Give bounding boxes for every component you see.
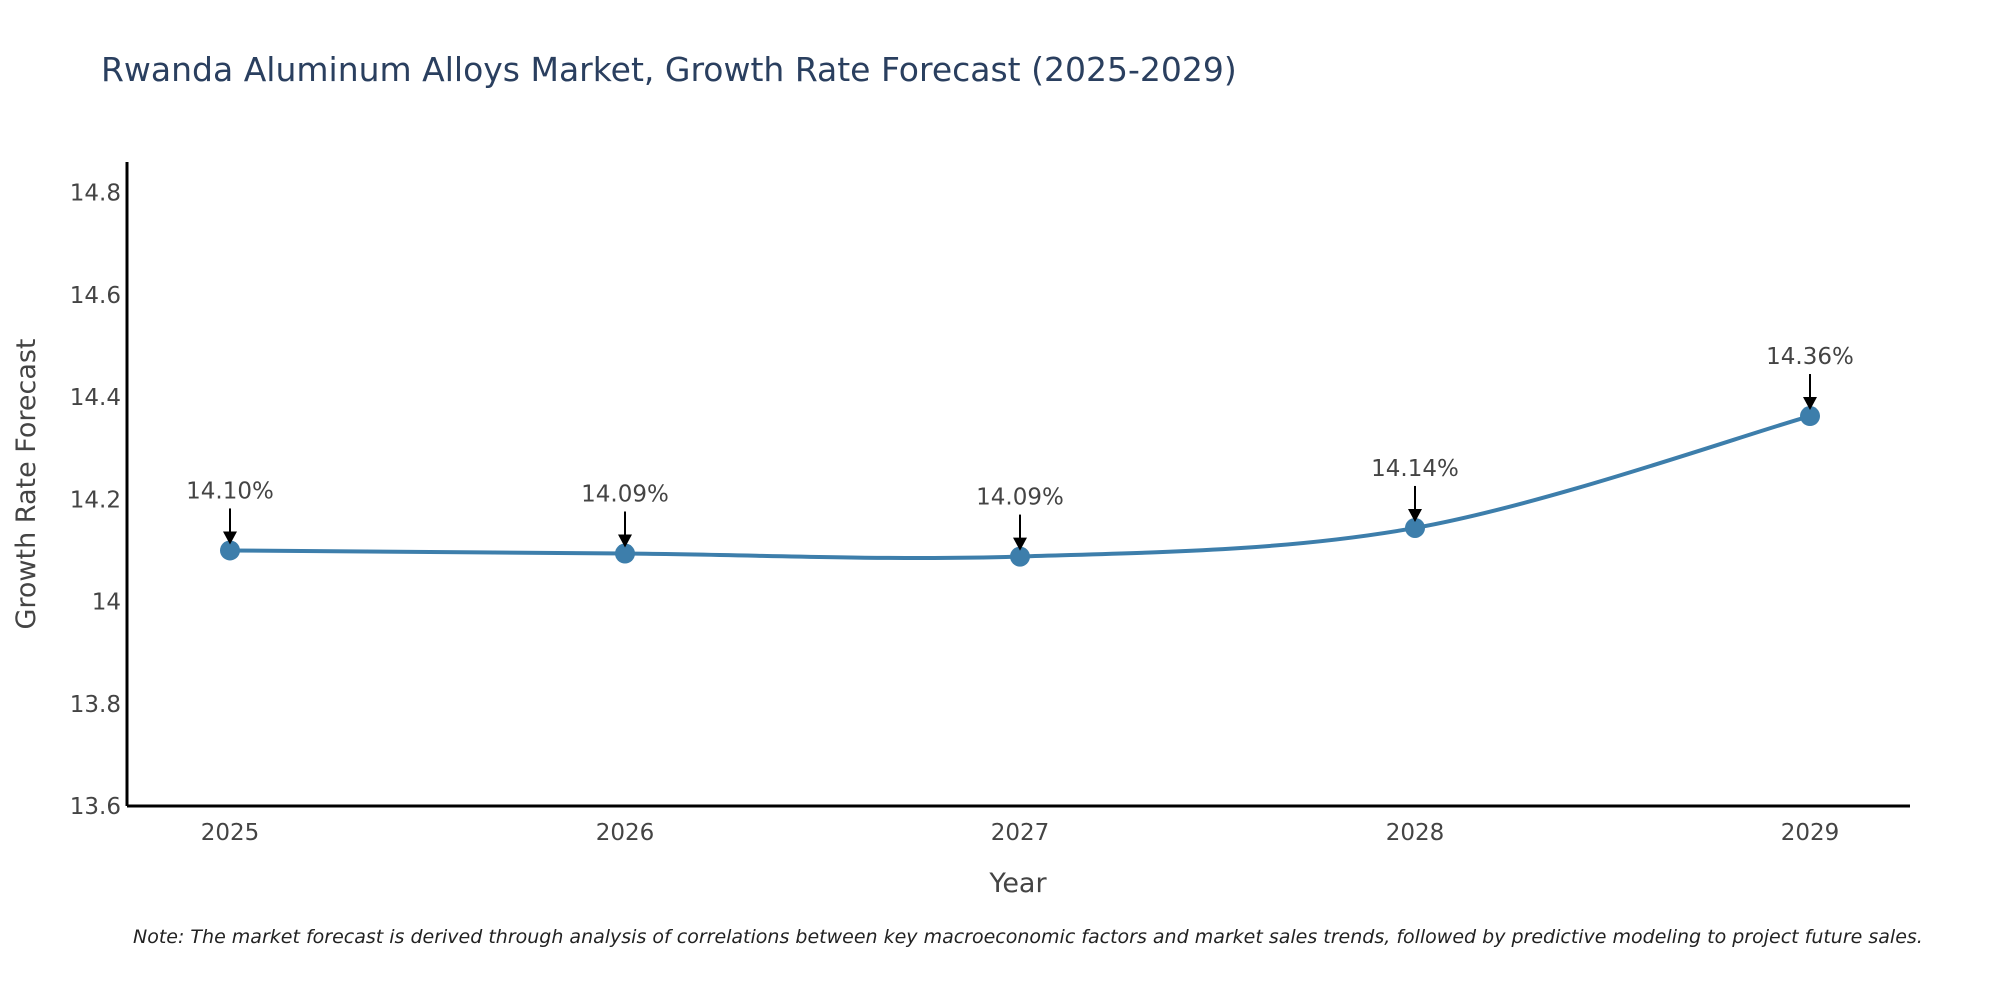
y-tick-label: 14.6: [70, 283, 121, 309]
y-tick-label: 14.4: [70, 385, 121, 411]
x-tick-labels: 2025 2026 2027 2028 2029: [201, 820, 1840, 846]
x-tick-label: 2028: [1386, 820, 1445, 846]
y-axis-title: Growth Rate Forecast: [11, 338, 42, 629]
chart-title: Rwanda Aluminum Alloys Market, Growth Ra…: [101, 50, 1237, 89]
x-tick-label: 2027: [991, 820, 1050, 846]
x-tick-label: 2029: [1781, 820, 1840, 846]
data-label: 14.14%: [1371, 456, 1459, 482]
annotation-arrowhead: [223, 531, 237, 545]
annotation-arrowhead: [1408, 508, 1422, 522]
data-label: 14.36%: [1766, 344, 1854, 370]
data-markers: [220, 406, 1820, 567]
data-annotations: 14.10% 14.09% 14.09% 14.14% 14.36%: [186, 344, 1854, 551]
y-tick-labels: 13.6 13.8 14 14.2 14.4 14.6 14.8: [70, 181, 121, 820]
y-tick-label: 13.6: [70, 794, 121, 820]
data-point: [615, 543, 635, 564]
x-axis-title: Year: [988, 868, 1047, 899]
data-point: [1405, 517, 1425, 538]
data-label: 14.09%: [976, 485, 1064, 511]
data-point: [1010, 546, 1030, 567]
data-point: [220, 540, 240, 561]
annotation-arrowhead: [1013, 537, 1027, 551]
footnote: Note: The market forecast is derived thr…: [133, 926, 1923, 948]
y-tick-label: 14.8: [70, 181, 121, 207]
y-tick-label: 13.8: [70, 692, 121, 718]
data-point: [1800, 406, 1820, 427]
y-tick-label: 14: [92, 590, 121, 616]
data-label: 14.09%: [581, 482, 669, 508]
data-label: 14.10%: [186, 478, 274, 504]
annotation-arrowhead: [618, 534, 632, 548]
y-tick-label: 14.2: [70, 487, 121, 513]
x-tick-label: 2026: [596, 820, 655, 846]
annotation-arrowhead: [1803, 397, 1817, 411]
x-tick-label: 2025: [201, 820, 260, 846]
